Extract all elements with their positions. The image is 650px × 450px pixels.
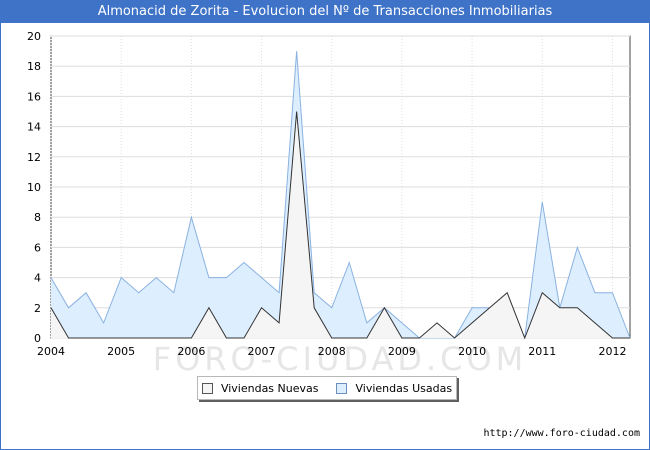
series-layer [50, 51, 631, 340]
series-line-nuevas [50, 111, 630, 340]
x-tick-label: 2011 [528, 345, 556, 358]
legend-item-usadas: Viviendas Usadas [336, 382, 452, 395]
x-tick-label: 2007 [248, 345, 276, 358]
y-tick-label: 20 [27, 30, 41, 43]
x-tick-label: 2010 [458, 345, 486, 358]
y-tick-label: 6 [34, 241, 41, 254]
y-tick-label: 8 [34, 211, 41, 224]
legend: Viviendas Nuevas Viviendas Usadas [197, 376, 457, 400]
x-tick-label: 2004 [37, 345, 65, 358]
y-tick-label: 4 [34, 272, 41, 285]
series-line-usadas [50, 51, 631, 340]
y-tick-label: 0 [34, 332, 41, 345]
legend-label-usadas: Viviendas Usadas [355, 381, 453, 395]
x-tick-label: 2012 [598, 345, 626, 358]
source-link[interactable]: http://www.foro-ciudad.com [483, 428, 640, 439]
y-tick-label: 16 [27, 90, 41, 103]
y-tick-label: 10 [27, 181, 41, 194]
legend-item-nuevas: Viviendas Nuevas [201, 381, 319, 395]
y-tick-label: 14 [27, 121, 41, 134]
y-tick-label: 2 [34, 302, 41, 315]
legend-swatch-usadas [336, 382, 348, 394]
x-tick-label: 2006 [177, 345, 205, 358]
x-tick-label: 2005 [107, 345, 135, 358]
y-tick-label: 12 [27, 151, 41, 164]
legend-swatch-nuevas [201, 382, 213, 394]
x-tick-label: 2008 [318, 345, 346, 358]
chart-title: Almonacid de Zorita - Evolucion del Nº d… [0, 0, 650, 23]
x-axis-ticks: 2004 2005 2006 2007 2008 2009 2010 2011 2012 [37, 345, 626, 358]
watermark: FORO-CIUDAD.COM [153, 340, 528, 378]
y-tick-label: 18 [27, 60, 41, 73]
series-area-usadas [51, 51, 630, 338]
series-area-nuevas [51, 111, 630, 338]
y-axis-ticks: 0 2 4 6 8 10 12 14 16 18 20 [27, 30, 41, 345]
legend-label-nuevas: Viviendas Nuevas [220, 381, 319, 395]
x-tick-label: 2009 [388, 345, 416, 358]
